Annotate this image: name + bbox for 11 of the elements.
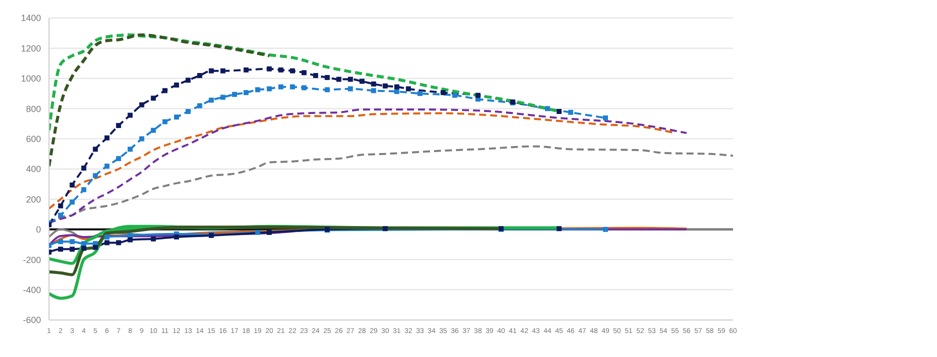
- y-tick-label: -200: [22, 254, 41, 265]
- y-tick-label: 1000: [20, 74, 41, 84]
- y-tick-label: 400: [26, 164, 41, 174]
- y-tick-label: -600: [22, 315, 41, 326]
- y-tick-label: 600: [26, 134, 41, 144]
- y-tick-label: 1400: [20, 13, 41, 24]
- y-tick-label: -400: [22, 284, 41, 295]
- y-tick-label: 200: [26, 194, 41, 204]
- y-tick-label: 800: [26, 104, 41, 114]
- y-tick-label: 1200: [20, 43, 41, 54]
- y-tick-label: 0: [36, 224, 41, 235]
